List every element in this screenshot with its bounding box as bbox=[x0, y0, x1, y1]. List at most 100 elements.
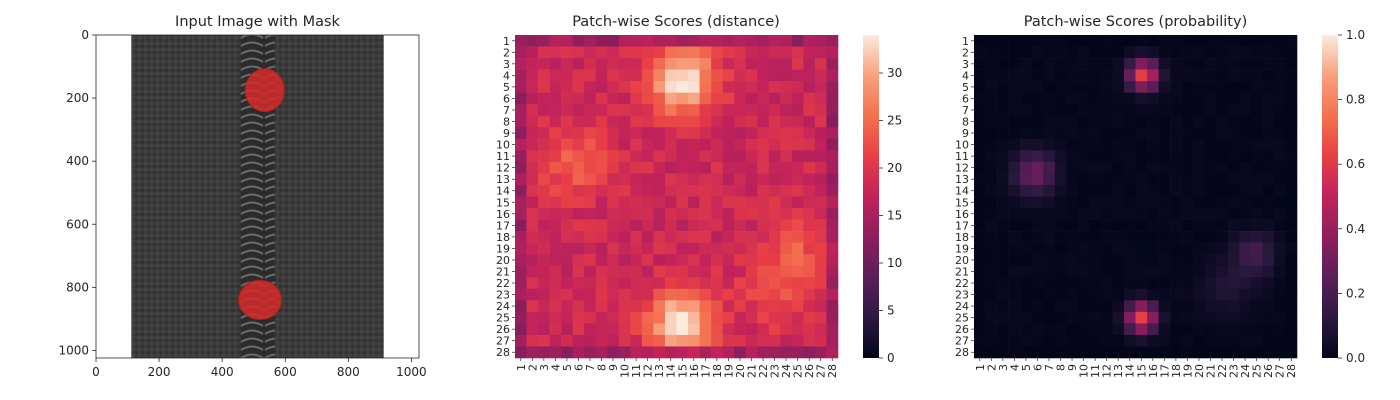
heatmap-cell bbox=[1158, 208, 1171, 220]
heatmap-cell bbox=[768, 81, 781, 93]
heatmap-cell bbox=[768, 196, 781, 209]
heatmap-cell bbox=[1273, 69, 1286, 82]
heatmap-cell bbox=[1147, 150, 1159, 163]
heatmap-cell bbox=[1112, 104, 1125, 117]
heatmap-cell bbox=[791, 150, 804, 163]
heatmap-cell bbox=[1250, 346, 1263, 359]
colorbar-tick-label: 15 bbox=[887, 209, 902, 223]
heatmap-cell bbox=[618, 46, 631, 59]
heatmap-cell bbox=[1181, 173, 1194, 186]
y-tick-label: 10 bbox=[955, 139, 969, 152]
colorbar-tick-label: 30 bbox=[887, 66, 902, 80]
heatmap-cell bbox=[1147, 35, 1159, 47]
heatmap-cell bbox=[664, 265, 677, 278]
heatmap-cell bbox=[734, 334, 747, 347]
heatmap-cell bbox=[515, 81, 527, 93]
heatmap-cell bbox=[526, 173, 539, 186]
heatmap-cell bbox=[1181, 231, 1194, 243]
heatmap-cell bbox=[1204, 219, 1217, 232]
heatmap-cell bbox=[1239, 46, 1252, 59]
heatmap-cell bbox=[1100, 173, 1113, 186]
panel2-title: Patch-wise Scores (distance) bbox=[572, 14, 780, 30]
heatmap-cell bbox=[676, 277, 689, 290]
heatmap-cell bbox=[1216, 265, 1229, 278]
heatmap-cell bbox=[1227, 92, 1240, 105]
heatmap-cell bbox=[584, 127, 597, 140]
x-tick-label: 12 bbox=[642, 364, 655, 378]
heatmap-cell bbox=[641, 127, 654, 140]
heatmap-cell bbox=[1123, 69, 1136, 82]
heatmap-cell bbox=[630, 265, 643, 278]
heatmap-cell bbox=[607, 288, 620, 301]
heatmap-cell bbox=[607, 277, 620, 290]
heatmap-cell bbox=[1123, 219, 1136, 232]
heatmap-cell bbox=[641, 92, 654, 105]
heatmap-cell bbox=[1181, 184, 1194, 197]
heatmap-cell bbox=[1204, 35, 1217, 47]
heatmap-cell bbox=[1008, 300, 1021, 313]
heatmap-cell bbox=[803, 288, 816, 301]
heatmap-cell bbox=[1123, 173, 1136, 186]
heatmap-cell bbox=[1147, 323, 1159, 336]
heatmap-cell bbox=[1250, 288, 1263, 301]
heatmap-cell bbox=[1066, 288, 1079, 301]
heatmap-cell bbox=[572, 334, 585, 347]
heatmap-cell bbox=[997, 92, 1009, 105]
heatmap-cell bbox=[768, 69, 781, 82]
heatmap-cell bbox=[699, 150, 712, 163]
heatmap-cell bbox=[780, 311, 793, 324]
heatmap-cell bbox=[641, 138, 654, 151]
heatmap-cell bbox=[1031, 104, 1044, 117]
heatmap-cell bbox=[1262, 115, 1275, 128]
heatmap-cell bbox=[1135, 288, 1148, 301]
colorbar-tick-label: 10 bbox=[887, 256, 902, 270]
heatmap-cell bbox=[1147, 346, 1159, 359]
heatmap-cell bbox=[1273, 300, 1286, 313]
heatmap-cell bbox=[526, 196, 539, 209]
heatmap-cell bbox=[1285, 277, 1298, 290]
heatmap-cell bbox=[699, 138, 712, 151]
heatmap-cell bbox=[711, 138, 723, 151]
heatmap-cell bbox=[1008, 254, 1021, 267]
heatmap-cell bbox=[584, 242, 597, 255]
heatmap-cell bbox=[1100, 219, 1113, 232]
x-tick-label: 21 bbox=[745, 364, 758, 378]
heatmap-cell bbox=[676, 184, 689, 197]
heatmap-cell bbox=[526, 346, 539, 359]
heatmap-cell bbox=[1250, 92, 1263, 105]
heatmap-cell bbox=[974, 346, 986, 359]
y-tick-label: 7 bbox=[962, 104, 969, 117]
heatmap-cell bbox=[1135, 300, 1148, 313]
heatmap-cell bbox=[676, 81, 689, 93]
heatmap-cell bbox=[526, 184, 539, 197]
heatmap-cell bbox=[757, 208, 770, 220]
heatmap-cell bbox=[734, 346, 747, 359]
heatmap-cell bbox=[1077, 242, 1090, 255]
heatmap-cell bbox=[1043, 115, 1056, 128]
heatmap-cell bbox=[653, 288, 666, 301]
heatmap-cell bbox=[1204, 311, 1217, 324]
heatmap-cell bbox=[768, 138, 781, 151]
heatmap-cell bbox=[803, 184, 816, 197]
heatmap-cell bbox=[985, 46, 998, 59]
heatmap-cell bbox=[826, 311, 839, 324]
heatmap-cell bbox=[1250, 81, 1263, 93]
heatmap-cell bbox=[595, 323, 608, 336]
y-tick-label: 16 bbox=[955, 208, 969, 221]
heatmap-cell bbox=[1250, 138, 1263, 151]
heatmap-cell bbox=[985, 311, 998, 324]
heatmap-cell bbox=[526, 138, 539, 151]
heatmap-cell bbox=[561, 346, 573, 359]
heatmap-cell bbox=[1227, 334, 1240, 347]
heatmap-cell bbox=[1273, 46, 1286, 59]
heatmap-cell bbox=[1273, 288, 1286, 301]
heatmap-cell bbox=[1158, 346, 1171, 359]
heatmap-cell bbox=[1158, 277, 1171, 290]
heatmap-cell bbox=[1216, 288, 1229, 301]
heatmap-cell bbox=[1135, 208, 1148, 220]
heatmap-cell bbox=[653, 311, 666, 324]
heatmap-cell bbox=[1239, 219, 1252, 232]
heatmap-cell bbox=[699, 346, 712, 359]
heatmap-cell bbox=[526, 208, 539, 220]
heatmap-cell bbox=[734, 150, 747, 163]
